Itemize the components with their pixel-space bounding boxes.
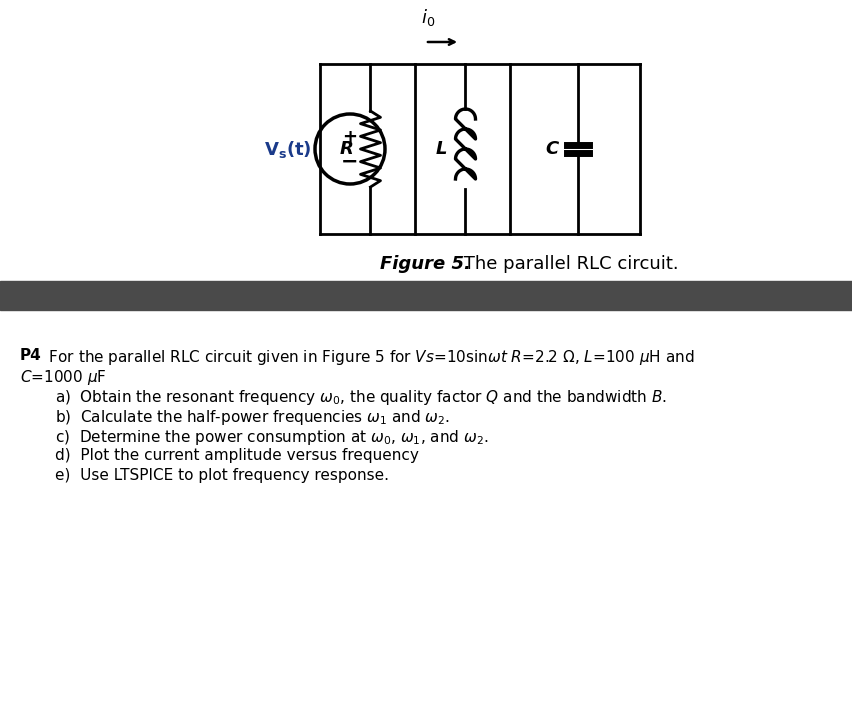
Text: b)  Calculate the half-power frequencies $\omega_1$ and $\omega_2$.: b) Calculate the half-power frequencies … — [55, 408, 450, 427]
Text: +: + — [343, 128, 357, 146]
Text: c)  Determine the power consumption at $\omega_0$, $\omega_1$, and $\omega_2$.: c) Determine the power consumption at $\… — [55, 428, 488, 447]
Text: a)  Obtain the resonant frequency $\omega_0$, the quality factor $Q$ and the ban: a) Obtain the resonant frequency $\omega… — [55, 388, 666, 407]
Text: C: C — [544, 140, 558, 158]
Text: L: L — [435, 140, 446, 158]
Text: −: − — [341, 152, 359, 172]
Text: $i_0$: $i_0$ — [420, 7, 435, 28]
Text: R: R — [339, 140, 353, 158]
Text: $\mathbf{V_s(t)}$: $\mathbf{V_s(t)}$ — [264, 138, 312, 160]
Text: P4: P4 — [20, 348, 42, 363]
Text: The parallel RLC circuit.: The parallel RLC circuit. — [458, 255, 678, 273]
Text: Figure 5.: Figure 5. — [379, 255, 470, 273]
Text: d)  Plot the current amplitude versus frequency: d) Plot the current amplitude versus fre… — [55, 448, 418, 463]
Text: For the parallel RLC circuit given in Figure 5 for $\mathit{Vs}$=10sin$\omega$$\: For the parallel RLC circuit given in Fi… — [44, 348, 694, 367]
Text: e)  Use LTSPICE to plot frequency response.: e) Use LTSPICE to plot frequency respons… — [55, 468, 389, 483]
Bar — [0, 281, 852, 310]
Text: $C$=1000 $\mu$F: $C$=1000 $\mu$F — [20, 368, 107, 387]
